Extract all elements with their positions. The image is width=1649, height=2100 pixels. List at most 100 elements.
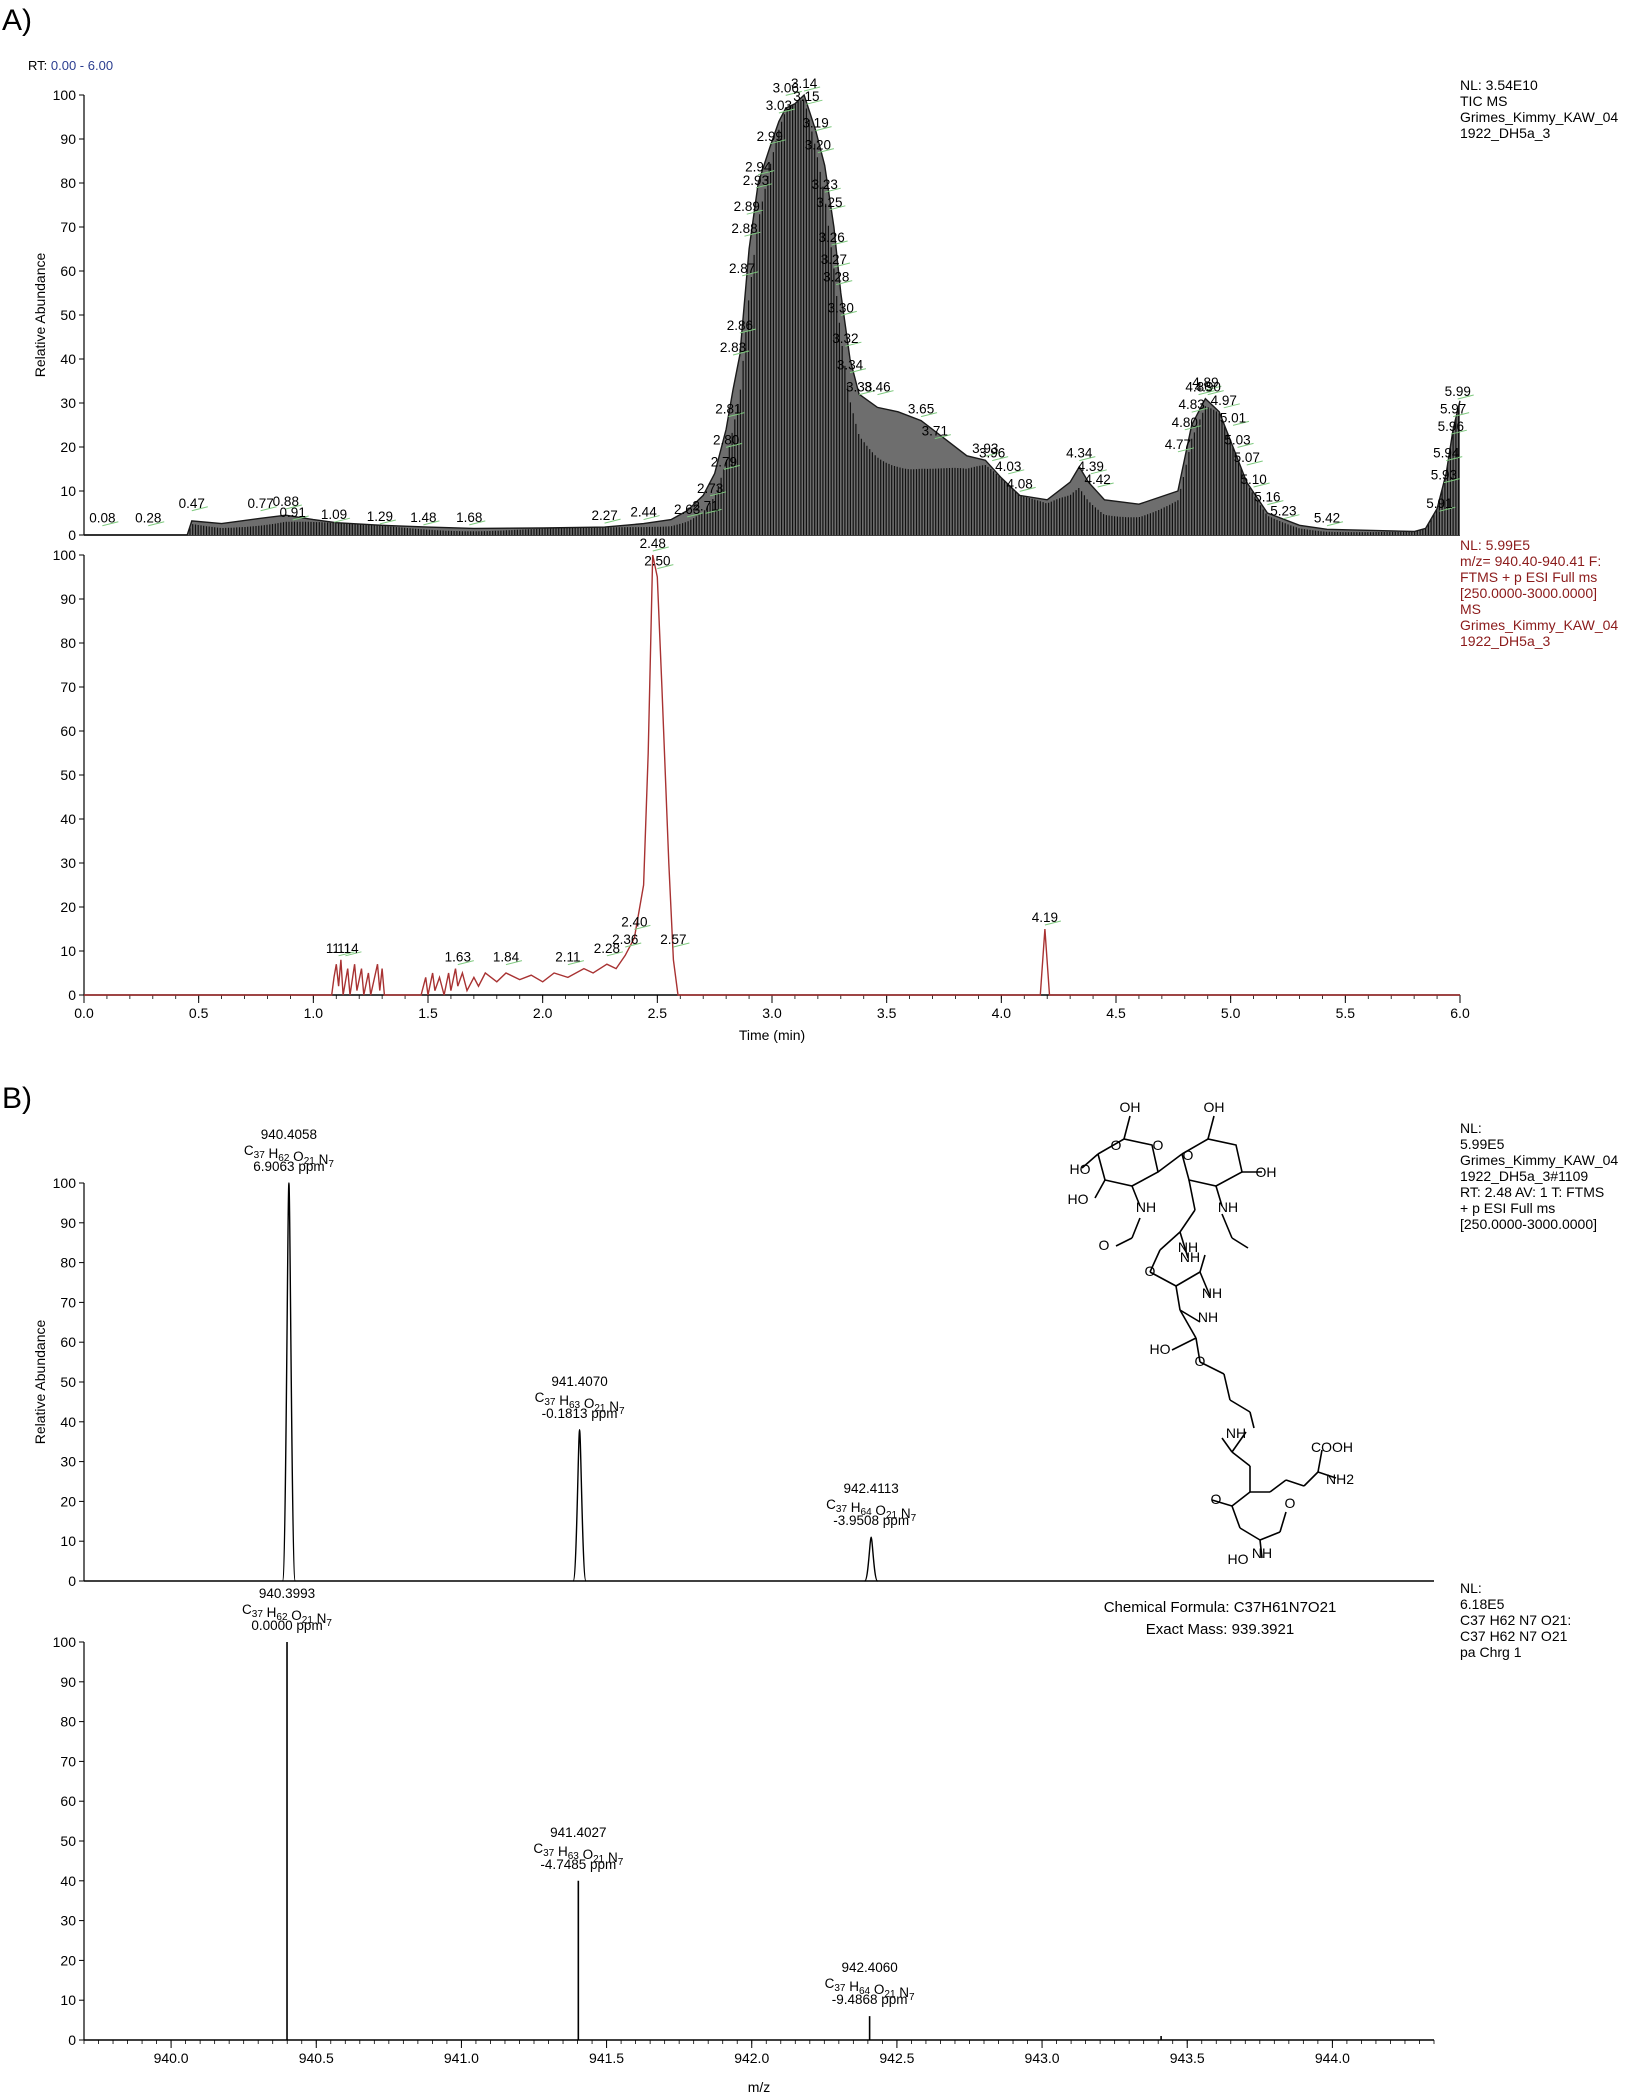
peak-leader: [687, 512, 704, 518]
atom-label: O: [1285, 1495, 1296, 1511]
peak-leader: [920, 412, 938, 418]
info-line: Grimes_Kimmy_KAW_04: [1460, 1152, 1618, 1168]
atom-label: O: [1183, 1147, 1194, 1163]
peak-label: 3.26: [818, 230, 844, 245]
atom-label: O: [1195, 1353, 1206, 1369]
bond: [1221, 1437, 1233, 1453]
peak-leader: [831, 240, 848, 246]
peak-label: 5.07: [1234, 450, 1260, 465]
bond: [1171, 1337, 1197, 1351]
bond: [1094, 1179, 1106, 1199]
panel-b-label: B): [2, 1082, 32, 1115]
spectrum-peak: [864, 1536, 879, 1582]
y-tick-label: 10: [60, 943, 76, 959]
x-tick-label: 6.0: [1450, 1005, 1470, 1021]
bond: [1285, 1479, 1305, 1487]
y-tick-label: 50: [60, 767, 76, 783]
peak-leader: [744, 231, 761, 237]
bond: [1279, 1511, 1287, 1533]
x-tick-label: 1.0: [304, 1005, 324, 1021]
y-tick-label: 90: [60, 1674, 76, 1690]
peak-leader: [1205, 385, 1222, 391]
peak-leader: [606, 951, 624, 957]
peak-label: 3.30: [828, 300, 854, 315]
info-line: NL:: [1460, 1580, 1482, 1596]
series-line: [84, 554, 1460, 996]
peak-label: 5.03: [1224, 432, 1250, 447]
bond: [1179, 1209, 1196, 1233]
peak-label: 1.09: [321, 507, 347, 522]
y-tick-label: 50: [60, 1833, 76, 1849]
peak-annotation: 6.9063 ppm: [253, 1159, 324, 1174]
y-tick-label: 10: [60, 483, 76, 499]
bond: [1259, 1539, 1263, 1559]
peak-label: 5.91: [1426, 496, 1452, 511]
peak-label: 4.77: [1165, 437, 1191, 452]
bond: [1175, 1271, 1201, 1287]
bond: [1231, 1451, 1251, 1467]
rt-range-label: RT: 0.00 - 6.00: [28, 58, 113, 73]
bond: [1199, 1361, 1225, 1375]
x-tick-label: 3.0: [762, 1005, 782, 1021]
peak-label: 2.27: [591, 508, 617, 523]
x-tick-label: 944.0: [1315, 2050, 1350, 2066]
atom-label: NH: [1252, 1545, 1272, 1561]
peak-label: 3.32: [832, 331, 858, 346]
bond: [1259, 1531, 1281, 1541]
peak-annotation: -0.1813 ppm: [542, 1406, 618, 1421]
peak-label: 3.34: [837, 358, 864, 373]
mass-label: Exact Mass: 939.3921: [1146, 1621, 1294, 1638]
bond: [1115, 1237, 1133, 1247]
x-tick-label: 5.0: [1221, 1005, 1241, 1021]
peak-label: 2.48: [640, 536, 666, 551]
x-tick-label: 940.5: [299, 2050, 334, 2066]
bond: [1223, 1373, 1231, 1401]
peak-leader: [1044, 920, 1062, 926]
peak-leader: [604, 518, 621, 524]
peak-annotation: 941.4070: [551, 1374, 607, 1389]
atom-label: NH: [1180, 1249, 1200, 1265]
info-line: RT: 2.48 AV: 1 T: FTMS: [1460, 1184, 1604, 1200]
peak-label: 2.81: [715, 402, 741, 417]
bond: [1188, 1179, 1196, 1211]
peak-label: 3.38: [846, 380, 872, 395]
peak-label: 4.80: [1172, 415, 1198, 430]
bond: [1249, 1411, 1255, 1429]
peak-leader: [292, 515, 309, 521]
peak-leader: [758, 170, 775, 176]
peak-leader: [833, 262, 851, 268]
peak-leader: [260, 506, 277, 512]
bond: [1179, 1231, 1189, 1259]
peak-leader: [840, 310, 857, 316]
peak-leader: [1223, 403, 1240, 409]
bond: [1199, 1254, 1206, 1273]
peak-leader: [1452, 412, 1470, 418]
peak-leader: [755, 183, 773, 189]
peak-label: 2.44: [630, 505, 657, 520]
bond: [1179, 1309, 1201, 1323]
peak-label: 2.87: [729, 261, 755, 276]
bond: [1211, 1499, 1233, 1507]
peak-leader: [709, 491, 727, 497]
y-tick-label: 20: [60, 1952, 76, 1968]
peak-leader: [732, 350, 750, 356]
spectrum-peak: [572, 1429, 587, 1582]
peak-label: 4.42: [1085, 472, 1111, 487]
x-tick-label: 941.0: [444, 2050, 479, 2066]
peak-label: 0.77: [247, 496, 273, 511]
peak-leader: [803, 86, 821, 92]
peak-label: 4.90: [1195, 380, 1221, 395]
bond: [1175, 1285, 1181, 1311]
info-line: Grimes_Kimmy_KAW_04: [1460, 617, 1618, 633]
peak-label: 1.14: [332, 941, 359, 956]
y-tick-label: 0: [68, 1573, 76, 1589]
stick-annotation: C37 H63 O21 N7: [533, 1841, 623, 1868]
y-axis-label: Relative Abundance: [32, 253, 48, 378]
peak-leader: [1097, 482, 1114, 488]
peak-leader: [457, 960, 474, 966]
peak-leader: [338, 951, 355, 957]
peak-leader: [1450, 429, 1467, 435]
peak-label: 2.86: [727, 318, 753, 333]
atom-label: HO: [1228, 1551, 1249, 1567]
